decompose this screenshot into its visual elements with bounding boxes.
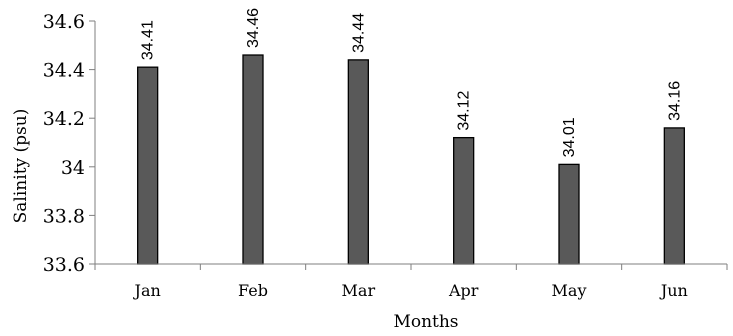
x-category-label: Mar: [342, 281, 376, 300]
bar-feb: [242, 54, 264, 265]
y-tick-label: 34: [61, 157, 85, 179]
y-tick-label: 34.4: [43, 60, 85, 82]
data-label: 34.46: [245, 8, 262, 48]
y-tick-label: 33.6: [43, 254, 85, 276]
bars-layer: [137, 54, 685, 265]
x-category-label: Jun: [659, 281, 688, 300]
data-label: 34.41: [140, 20, 157, 60]
labels-layer: 33.6 33.8 34 34.2 34.4 34.6 Jan 34.41 Feb 34.46 Ma…: [43, 8, 688, 300]
bar-apr: [453, 136, 475, 265]
y-tick-label: 34.6: [43, 11, 85, 33]
y-tick-label: 34.2: [43, 108, 85, 130]
bar-jun: [663, 127, 685, 265]
y-axis-title: Salinity (psu): [11, 109, 31, 224]
axes-layer: [89, 20, 728, 270]
bar-jan: [137, 66, 159, 265]
bar-mar: [347, 59, 369, 265]
x-category-label: Jan: [133, 281, 161, 300]
data-label: 34.12: [456, 90, 473, 130]
x-category-label: May: [552, 281, 587, 300]
data-label: 34.44: [350, 13, 367, 53]
data-label: 34.16: [666, 81, 683, 121]
x-category-label: Feb: [238, 281, 268, 300]
x-category-label: Apr: [448, 281, 479, 300]
data-label: 34.01: [561, 117, 578, 157]
y-tick-label: 33.8: [43, 205, 85, 227]
x-axis-title: Months: [393, 312, 458, 331]
bar-may: [558, 163, 580, 265]
